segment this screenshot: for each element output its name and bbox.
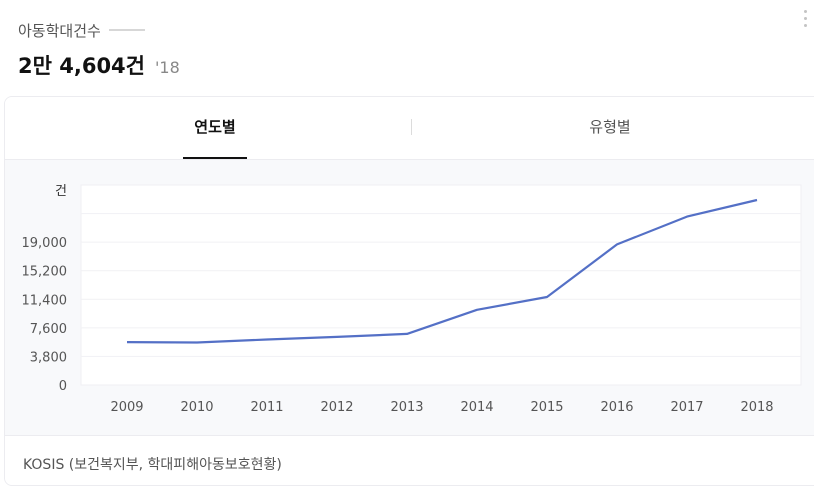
line-chart: 건 0 3,800 7,600 11,400 15,200 19,000 2009 2010… <box>22 184 802 415</box>
x-tick-label: 2018 <box>740 400 773 415</box>
x-tick-label: 2009 <box>110 400 143 415</box>
x-tick-label: 2014 <box>460 400 493 415</box>
y-axis-unit-label: 건 <box>55 184 67 199</box>
y-tick-label: 19,000 <box>22 236 68 251</box>
x-tick-label: 2013 <box>390 400 423 415</box>
x-tick-label: 2017 <box>670 400 703 415</box>
x-tick-label: 2010 <box>180 400 213 415</box>
indicator-value: 2만 4,604건 <box>18 54 145 78</box>
y-tick-label: 7,600 <box>30 322 67 337</box>
grid-lines <box>81 213 801 357</box>
tab-divider <box>411 119 412 135</box>
indicator-title: 아동학대건수 <box>18 21 101 40</box>
title-decoration-line <box>108 29 145 31</box>
x-tick-label: 2016 <box>600 400 633 415</box>
y-tick-labels: 0 3,800 7,600 11,400 15,200 19,000 <box>22 236 68 394</box>
more-options-icon[interactable] <box>802 10 808 32</box>
indicator-header: 아동학대건수 2만 4,604건 '18 <box>18 12 814 92</box>
series-line <box>126 198 758 344</box>
x-tick-labels: 2009 2010 2011 2012 2013 2014 2015 2016 2017 2018 <box>110 400 773 415</box>
y-tick-label: 3,800 <box>30 350 67 365</box>
x-tick-label: 2011 <box>250 400 283 415</box>
tab-by-type[interactable]: 유형별 <box>589 118 631 136</box>
tab-by-year[interactable]: 연도별 <box>183 97 247 159</box>
indicator-year: '18 <box>155 58 180 77</box>
x-tick-label: 2012 <box>320 400 353 415</box>
source-footer: KOSIS (보건복지부, 학대피해아동보호현황) <box>5 435 814 485</box>
y-tick-label: 15,200 <box>22 265 68 280</box>
y-tick-label: 0 <box>59 379 67 394</box>
tab-bar: 연도별 유형별 <box>5 97 814 160</box>
chart-card: 연도별 유형별 건 0 3,800 7,600 11,400 15,200 19,000 … <box>4 96 814 486</box>
x-tick-label: 2015 <box>530 400 563 415</box>
series-lines <box>126 198 758 344</box>
y-tick-label: 11,400 <box>22 293 68 308</box>
source-text: KOSIS (보건복지부, 학대피해아동보호현황) <box>23 457 282 473</box>
